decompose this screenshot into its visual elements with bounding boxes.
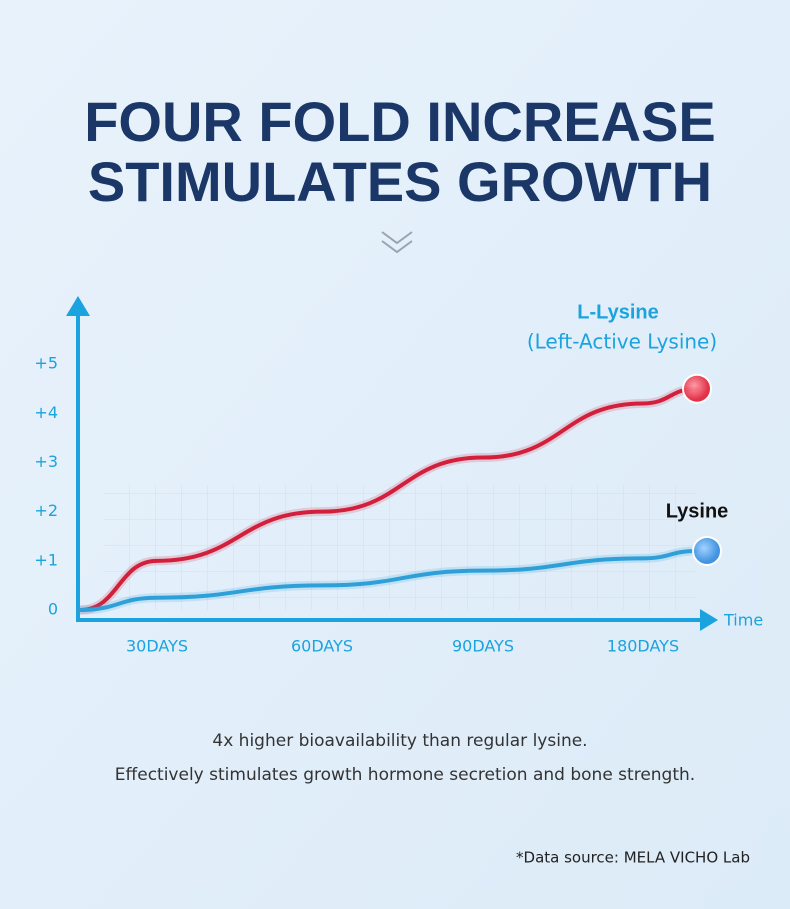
note: Effectively stimulates growth hormone se…	[115, 765, 695, 785]
series-label: Lysine	[666, 500, 729, 522]
title-line: STIMULATES GROWTH	[88, 150, 712, 213]
x-axis-label: Time	[723, 611, 763, 630]
x-tick-label: 60DAYS	[291, 637, 353, 656]
title-line: FOUR FOLD INCREASE	[84, 90, 716, 153]
y-arrow	[66, 296, 90, 316]
y-tick-label: +3	[34, 452, 58, 471]
y-tick-label: +4	[34, 403, 58, 422]
series-line	[78, 548, 699, 612]
y-tick-label: 0	[48, 600, 58, 619]
x-arrow	[700, 609, 718, 631]
note: 4x higher bioavailability than regular l…	[212, 731, 587, 751]
end-dot	[692, 535, 722, 566]
y-tick-label: +1	[34, 550, 58, 569]
chevron	[381, 231, 413, 254]
x-tick-label: 180DAYS	[607, 637, 679, 656]
series-description: (Left-Active Lysine)	[527, 330, 717, 354]
source: *Data source: MELA VICHO Lab	[516, 849, 750, 867]
x-tick-label: 30DAYS	[126, 637, 188, 656]
x-tick-label: 90DAYS	[452, 637, 514, 656]
series-label: L-Lysine	[577, 301, 659, 323]
y-tick-label: +5	[34, 354, 58, 373]
y-tick-label: +2	[34, 501, 58, 520]
end-dot	[682, 373, 712, 404]
grid-decoration	[104, 485, 696, 610]
series-line	[78, 386, 699, 612]
